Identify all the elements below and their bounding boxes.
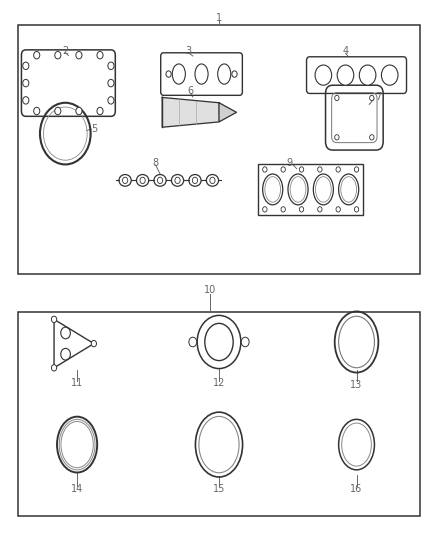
Circle shape	[263, 167, 267, 172]
Text: 10: 10	[204, 286, 216, 295]
Circle shape	[336, 207, 340, 212]
Bar	[18, 25, 420, 274]
Circle shape	[354, 167, 359, 172]
Ellipse shape	[359, 65, 376, 85]
Circle shape	[108, 79, 114, 87]
Ellipse shape	[313, 174, 333, 205]
Circle shape	[354, 207, 359, 212]
Circle shape	[97, 52, 103, 59]
Circle shape	[108, 62, 114, 69]
Bar	[258, 164, 363, 215]
Circle shape	[23, 96, 29, 104]
Circle shape	[140, 177, 145, 183]
Text: 15: 15	[213, 484, 225, 494]
Circle shape	[281, 207, 286, 212]
Circle shape	[370, 95, 374, 101]
Circle shape	[51, 365, 57, 371]
Bar	[18, 312, 420, 516]
Circle shape	[108, 96, 114, 104]
Text: 16: 16	[350, 484, 363, 494]
Polygon shape	[162, 98, 219, 127]
Text: 8: 8	[152, 158, 159, 168]
Text: 12: 12	[213, 378, 225, 389]
Ellipse shape	[172, 64, 185, 84]
Ellipse shape	[381, 65, 398, 85]
Circle shape	[318, 207, 322, 212]
Text: 7: 7	[375, 92, 381, 102]
Text: 14: 14	[71, 484, 83, 494]
Circle shape	[336, 167, 340, 172]
Text: 6: 6	[187, 86, 194, 96]
Circle shape	[335, 95, 339, 101]
Circle shape	[232, 71, 237, 77]
Text: 9: 9	[286, 158, 293, 168]
Circle shape	[91, 341, 96, 347]
Ellipse shape	[288, 174, 308, 205]
Circle shape	[23, 79, 29, 87]
Ellipse shape	[315, 65, 332, 85]
Circle shape	[335, 135, 339, 140]
Ellipse shape	[339, 174, 359, 205]
Circle shape	[241, 337, 249, 347]
Circle shape	[299, 167, 304, 172]
Circle shape	[370, 135, 374, 140]
Text: 2: 2	[62, 46, 68, 55]
Circle shape	[175, 177, 180, 183]
Circle shape	[263, 207, 267, 212]
Circle shape	[157, 177, 162, 183]
Circle shape	[318, 167, 322, 172]
Ellipse shape	[195, 64, 208, 84]
Ellipse shape	[205, 324, 233, 361]
Circle shape	[189, 337, 197, 347]
Text: 4: 4	[343, 46, 349, 56]
Ellipse shape	[337, 65, 354, 85]
Circle shape	[34, 52, 40, 59]
Circle shape	[123, 177, 128, 183]
Text: 1: 1	[216, 13, 222, 23]
Circle shape	[299, 207, 304, 212]
Ellipse shape	[263, 174, 283, 205]
Circle shape	[55, 107, 61, 115]
Circle shape	[76, 52, 82, 59]
Circle shape	[23, 62, 29, 69]
Text: 5: 5	[92, 124, 98, 134]
Polygon shape	[219, 103, 237, 122]
Circle shape	[55, 52, 61, 59]
Circle shape	[51, 316, 57, 322]
Circle shape	[97, 107, 103, 115]
Circle shape	[210, 177, 215, 183]
Text: 3: 3	[185, 46, 191, 55]
Text: 11: 11	[71, 378, 83, 389]
Ellipse shape	[218, 64, 231, 84]
Circle shape	[166, 71, 171, 77]
Circle shape	[281, 167, 286, 172]
Circle shape	[76, 107, 82, 115]
Circle shape	[34, 107, 40, 115]
Circle shape	[192, 177, 198, 183]
Text: 13: 13	[350, 379, 363, 390]
